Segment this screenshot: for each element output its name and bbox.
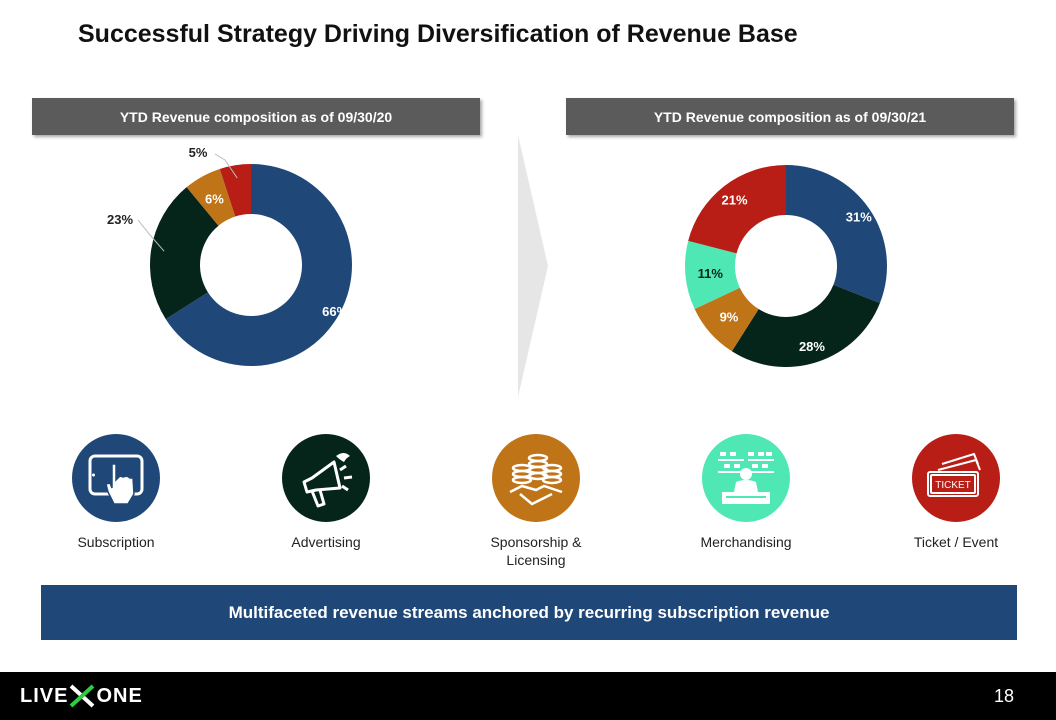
slice-subscription <box>786 165 887 304</box>
category-label-ticket: Ticket / Event <box>913 534 999 550</box>
slice-ticket <box>219 164 251 217</box>
slice-label-ticket: 21% <box>722 193 748 208</box>
slice-label-advertising: 23% <box>107 212 133 227</box>
category-label-sponsorship: Sponsorship & Licensing <box>490 534 582 568</box>
slice-label-subscription: 31% <box>846 210 872 225</box>
footer-bar: LIVE ONE 18 <box>0 672 1056 720</box>
slice-advertising <box>731 284 880 367</box>
slice-subscription <box>165 164 352 366</box>
chart-header-2021: YTD Revenue composition as of 09/30/21 <box>566 98 1014 135</box>
slice-label-advertising: 28% <box>799 339 825 354</box>
slice-merchandising <box>685 240 740 310</box>
slice-sponsorship <box>694 287 759 352</box>
subscription-icon <box>72 434 160 522</box>
logo-x-icon <box>70 684 95 708</box>
category-label-advertising: Advertising <box>291 534 361 550</box>
slice-label-ticket: 5% <box>189 145 208 160</box>
ticket-icon-text: TICKET <box>935 480 971 491</box>
leader-line-ticket <box>214 153 238 179</box>
donut-chart-2020: 66% 23% 6% 5% <box>107 145 352 366</box>
slice-label-subscription: 66% <box>322 304 348 319</box>
slice-label-sponsorship: 9% <box>720 309 739 324</box>
leader-line-advertising <box>137 219 165 252</box>
logo-text-live: LIVE <box>20 684 69 707</box>
transition-arrow-icon <box>518 135 548 397</box>
merchandising-icon <box>702 434 790 522</box>
slice-ticket <box>688 165 786 254</box>
advertising-icon <box>282 434 370 522</box>
category-label-merchandising: Merchandising <box>700 534 792 550</box>
liveone-logo: LIVE ONE <box>20 682 143 710</box>
slice-label-merchandising: 11% <box>698 266 724 281</box>
chart-header-2020: YTD Revenue composition as of 09/30/20 <box>32 98 480 135</box>
slice-advertising <box>150 187 219 320</box>
summary-banner: Multifaceted revenue streams anchored by… <box>41 585 1017 640</box>
slice-sponsorship <box>186 168 236 226</box>
page-number: 18 <box>993 686 1014 706</box>
slice-label-sponsorship: 6% <box>205 191 224 206</box>
sponsorship-icon <box>492 434 580 522</box>
donut-chart-2021: 31% 28% 9% 11% 21% <box>685 165 887 367</box>
category-label-subscription: Subscription <box>77 534 155 550</box>
ticket-event-icon: TICKET <box>912 434 1000 522</box>
page-title: Successful Strategy Driving Diversificat… <box>78 20 798 48</box>
logo-text-one: ONE <box>96 684 143 707</box>
